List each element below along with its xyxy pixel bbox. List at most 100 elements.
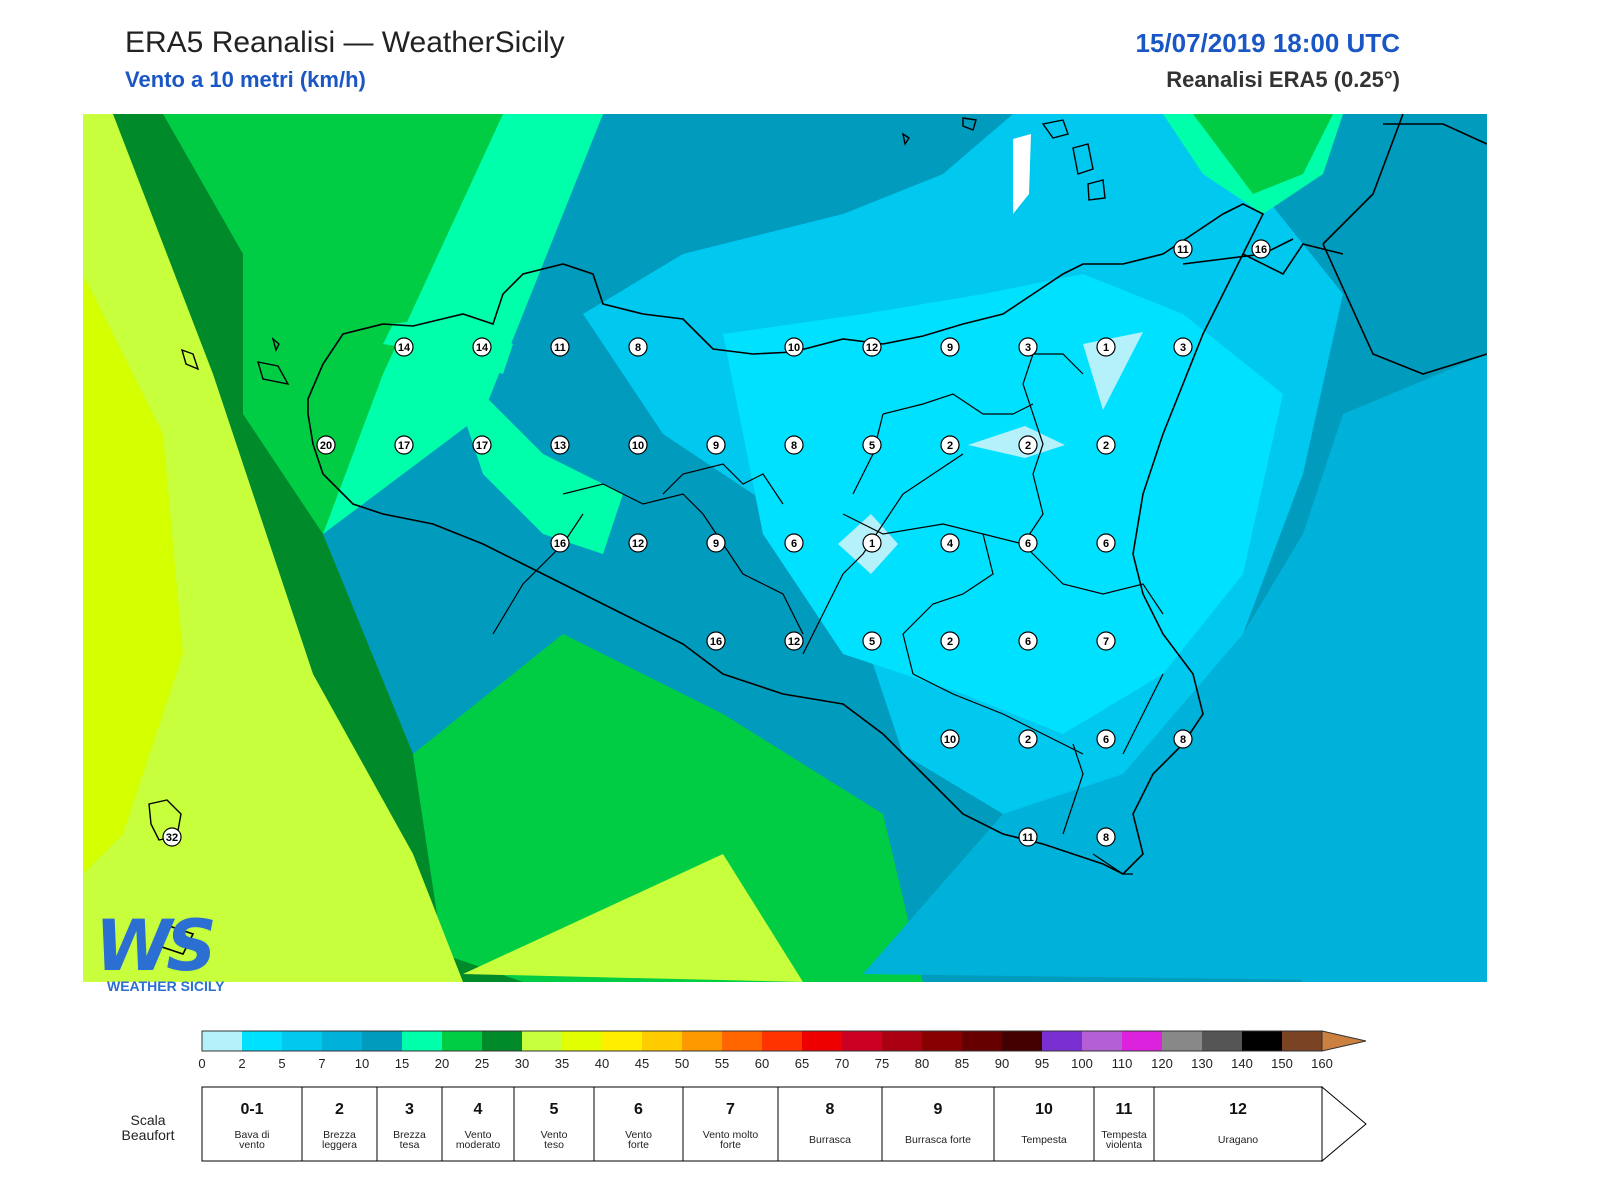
color-scale-swatch xyxy=(442,1031,483,1051)
logo-letters: WS xyxy=(95,905,217,987)
wind-speed-label: 11 xyxy=(1018,827,1038,847)
weather-sicily-logo: WS WEATHER SICILY xyxy=(95,905,255,1005)
color-scale-tick-label: 55 xyxy=(715,1056,729,1071)
svg-text:8: 8 xyxy=(1180,734,1186,746)
wind-speed-label: 11 xyxy=(550,337,570,357)
svg-text:6: 6 xyxy=(1025,538,1031,550)
color-scale-swatch xyxy=(922,1031,963,1051)
wind-speed-label: 3 xyxy=(1173,337,1193,357)
wind-speed-label: 11 xyxy=(1173,239,1193,259)
beaufort-description: leggera xyxy=(322,1139,357,1151)
wind-speed-label: 6 xyxy=(784,533,804,553)
beaufort-number: 2 xyxy=(335,1101,344,1118)
wind-labels: 14 14 11 8 10 12 9 3 1 320 17 17 13 10 9 8 5 2 2 216 12 9 6 1 4 6… xyxy=(162,239,1271,847)
svg-text:1: 1 xyxy=(869,538,875,550)
beaufort-cell: 12 Uragano xyxy=(1153,1086,1323,1162)
color-scale-swatch xyxy=(802,1031,843,1051)
wind-speed-label: 14 xyxy=(394,337,414,357)
color-scale-swatch xyxy=(282,1031,323,1051)
beaufort-description: vento xyxy=(239,1139,265,1151)
color-scale-swatch xyxy=(1042,1031,1083,1051)
color-scale-swatch xyxy=(202,1031,243,1051)
wind-speed-label: 2 xyxy=(1018,435,1038,455)
color-scale-swatch xyxy=(962,1031,1003,1051)
svg-text:2: 2 xyxy=(1103,440,1109,452)
color-scale-tick-label: 45 xyxy=(635,1056,649,1071)
wind-speed-label: 5 xyxy=(862,435,882,455)
color-scale-tick-label: 25 xyxy=(475,1056,489,1071)
beaufort-number: 8 xyxy=(826,1101,835,1118)
wind-speed-label: 17 xyxy=(394,435,414,455)
wind-speed-label: 4 xyxy=(940,533,960,553)
beaufort-description: Burrasca xyxy=(809,1134,851,1146)
color-scale-swatch xyxy=(562,1031,603,1051)
beaufort-cell: 10 Tempesta xyxy=(993,1086,1095,1162)
beaufort-description: violenta xyxy=(1106,1139,1142,1151)
beaufort-number: 0-1 xyxy=(240,1101,263,1118)
svg-text:6: 6 xyxy=(791,538,797,550)
svg-text:13: 13 xyxy=(554,440,566,452)
wind-speed-label: 16 xyxy=(1251,239,1271,259)
color-scale-swatch xyxy=(1242,1031,1283,1051)
color-scale-tick-label: 110 xyxy=(1112,1056,1133,1071)
color-scale-tick-label: 160 xyxy=(1311,1056,1333,1071)
svg-text:16: 16 xyxy=(710,636,722,648)
wind-speed-label: 9 xyxy=(940,337,960,357)
color-scale-swatch xyxy=(362,1031,403,1051)
wind-speed-label: 7 xyxy=(1096,631,1116,651)
wind-speed-label: 17 xyxy=(472,435,492,455)
svg-text:8: 8 xyxy=(635,342,641,354)
svg-text:3: 3 xyxy=(1180,342,1186,354)
color-scale-tick-label: 150 xyxy=(1271,1056,1293,1071)
color-scale-tick-label: 75 xyxy=(875,1056,889,1071)
beaufort-cell: 9 Burrasca forte xyxy=(881,1086,995,1162)
color-scale-swatch xyxy=(242,1031,283,1051)
wind-speed-label: 3 xyxy=(1018,337,1038,357)
svg-text:1: 1 xyxy=(1103,342,1109,354)
color-scale-swatches xyxy=(201,1030,1367,1052)
color-scale-swatch xyxy=(482,1031,523,1051)
color-scale-swatch xyxy=(402,1031,443,1051)
wind-map: 14 14 11 8 10 12 9 3 1 320 17 17 13 10 9 8 5 2 2 216 12 9 6 1 4 6… xyxy=(83,114,1487,982)
svg-text:20: 20 xyxy=(320,440,332,452)
svg-text:8: 8 xyxy=(791,440,797,452)
svg-text:10: 10 xyxy=(632,440,644,452)
beaufort-description: Vento molto xyxy=(703,1129,759,1141)
wind-speed-label: 9 xyxy=(706,533,726,553)
beaufort-description: forte xyxy=(720,1139,741,1151)
wind-speed-label: 14 xyxy=(472,337,492,357)
color-scale-tick-label: 140 xyxy=(1231,1056,1253,1071)
beaufort-description: Brezza xyxy=(393,1129,426,1141)
color-scale-tick-label: 5 xyxy=(278,1056,285,1071)
beaufort-description: Vento xyxy=(541,1129,568,1141)
color-scale-swatch xyxy=(1082,1031,1123,1051)
svg-text:11: 11 xyxy=(1177,244,1189,256)
islands xyxy=(148,117,1106,841)
color-scale-tick-label: 70 xyxy=(835,1056,849,1071)
wind-speed-label: 8 xyxy=(1173,729,1193,749)
svg-text:10: 10 xyxy=(788,342,800,354)
wind-speed-label: 8 xyxy=(1096,827,1116,847)
svg-text:3: 3 xyxy=(1025,342,1031,354)
wind-speed-label: 10 xyxy=(784,337,804,357)
logo-text: WEATHER SICILY xyxy=(107,978,225,994)
color-scale: 0 2 5 7 10 15 20 25 30 35 40 45 50 55 60 65 70 75 80 85 90 95… xyxy=(198,1030,1367,1071)
svg-text:7: 7 xyxy=(1103,636,1109,648)
color-scale-swatch xyxy=(882,1031,923,1051)
color-scale-swatch xyxy=(1162,1031,1203,1051)
beaufort-number: 7 xyxy=(726,1101,735,1118)
color-scale-arrow xyxy=(1321,1030,1367,1052)
color-scale-tick-label: 40 xyxy=(595,1056,609,1071)
svg-text:11: 11 xyxy=(1022,832,1034,844)
beaufort-cell: 8 Burrasca xyxy=(777,1086,883,1162)
wind-speed-label: 2 xyxy=(1096,435,1116,455)
beaufort-description: forte xyxy=(628,1139,649,1151)
svg-text:17: 17 xyxy=(398,440,410,452)
color-scale-ticks: 0 2 5 7 10 15 20 25 30 35 40 45 50 55 60 65 70 75 80 85 90 95… xyxy=(198,1056,1332,1071)
wind-speed-label: 6 xyxy=(1096,729,1116,749)
beaufort-number: 6 xyxy=(634,1101,643,1118)
wind-speed-label: 10 xyxy=(628,435,648,455)
